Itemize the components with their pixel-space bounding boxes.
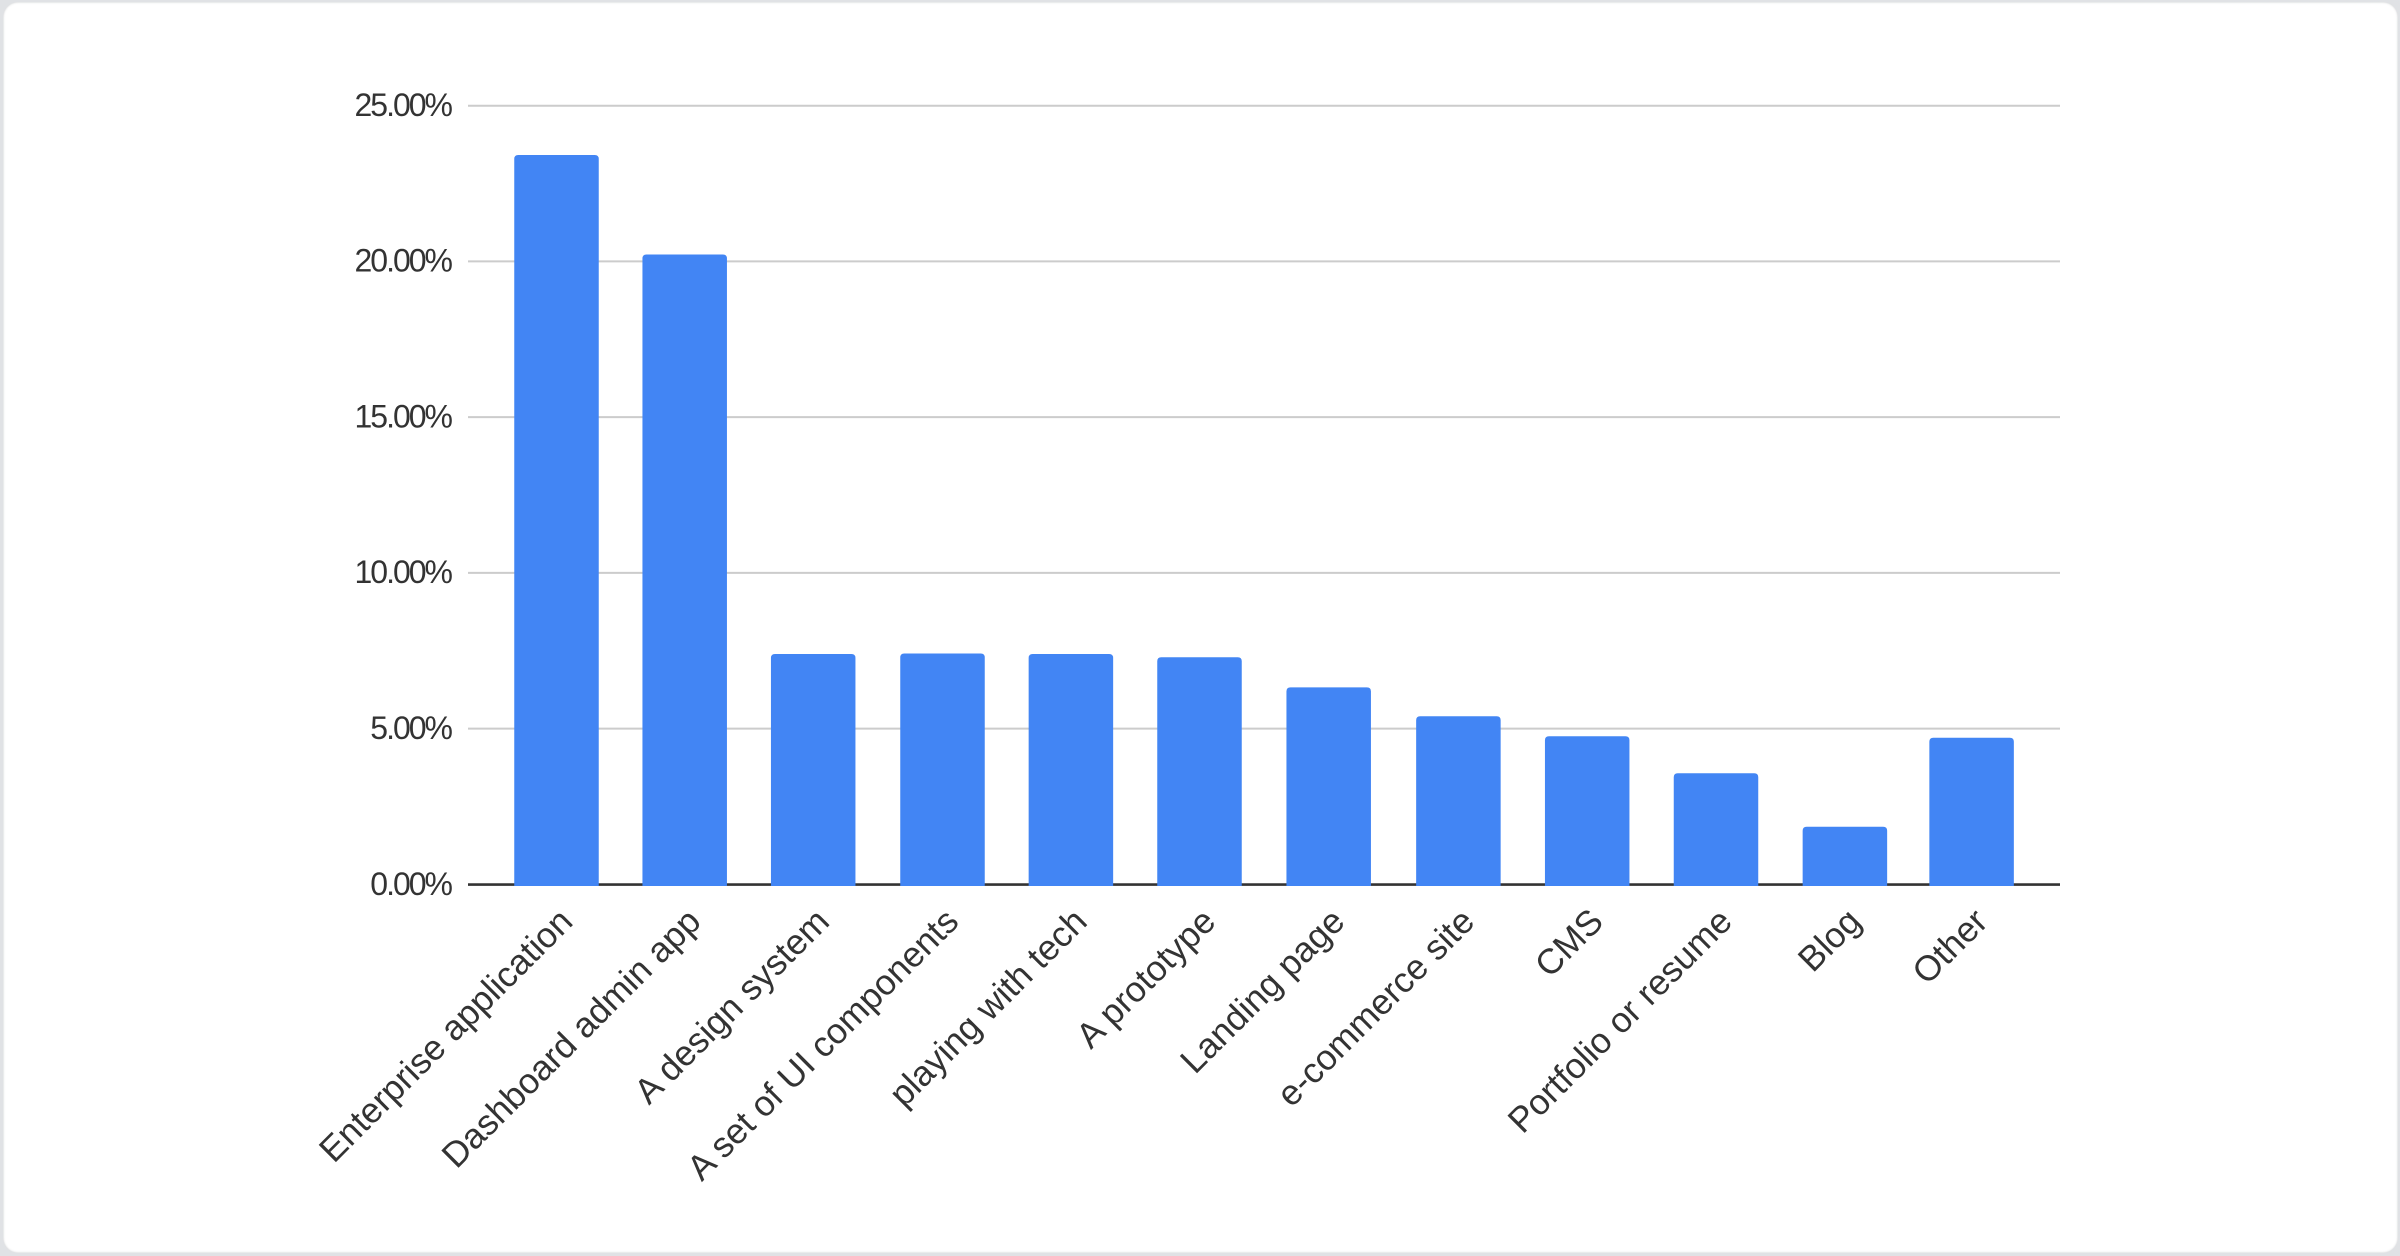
svg-text:CMS: CMS (1527, 901, 1611, 985)
svg-text:Blog: Blog (1790, 901, 1868, 979)
svg-text:20.00%: 20.00% (354, 243, 452, 279)
svg-text:Enterprise application: Enterprise application (311, 901, 580, 1170)
svg-text:25.00%: 25.00% (354, 87, 452, 123)
svg-text:15.00%: 15.00% (354, 398, 452, 434)
svg-text:Portfolio or resume: Portfolio or resume (1500, 901, 1740, 1141)
svg-text:Other: Other (1904, 901, 1995, 992)
svg-text:Dashboard admin app: Dashboard admin app (434, 901, 709, 1176)
svg-text:10.00%: 10.00% (354, 554, 452, 590)
svg-text:5.00%: 5.00% (370, 710, 452, 746)
svg-text:0.00%: 0.00% (370, 866, 452, 902)
